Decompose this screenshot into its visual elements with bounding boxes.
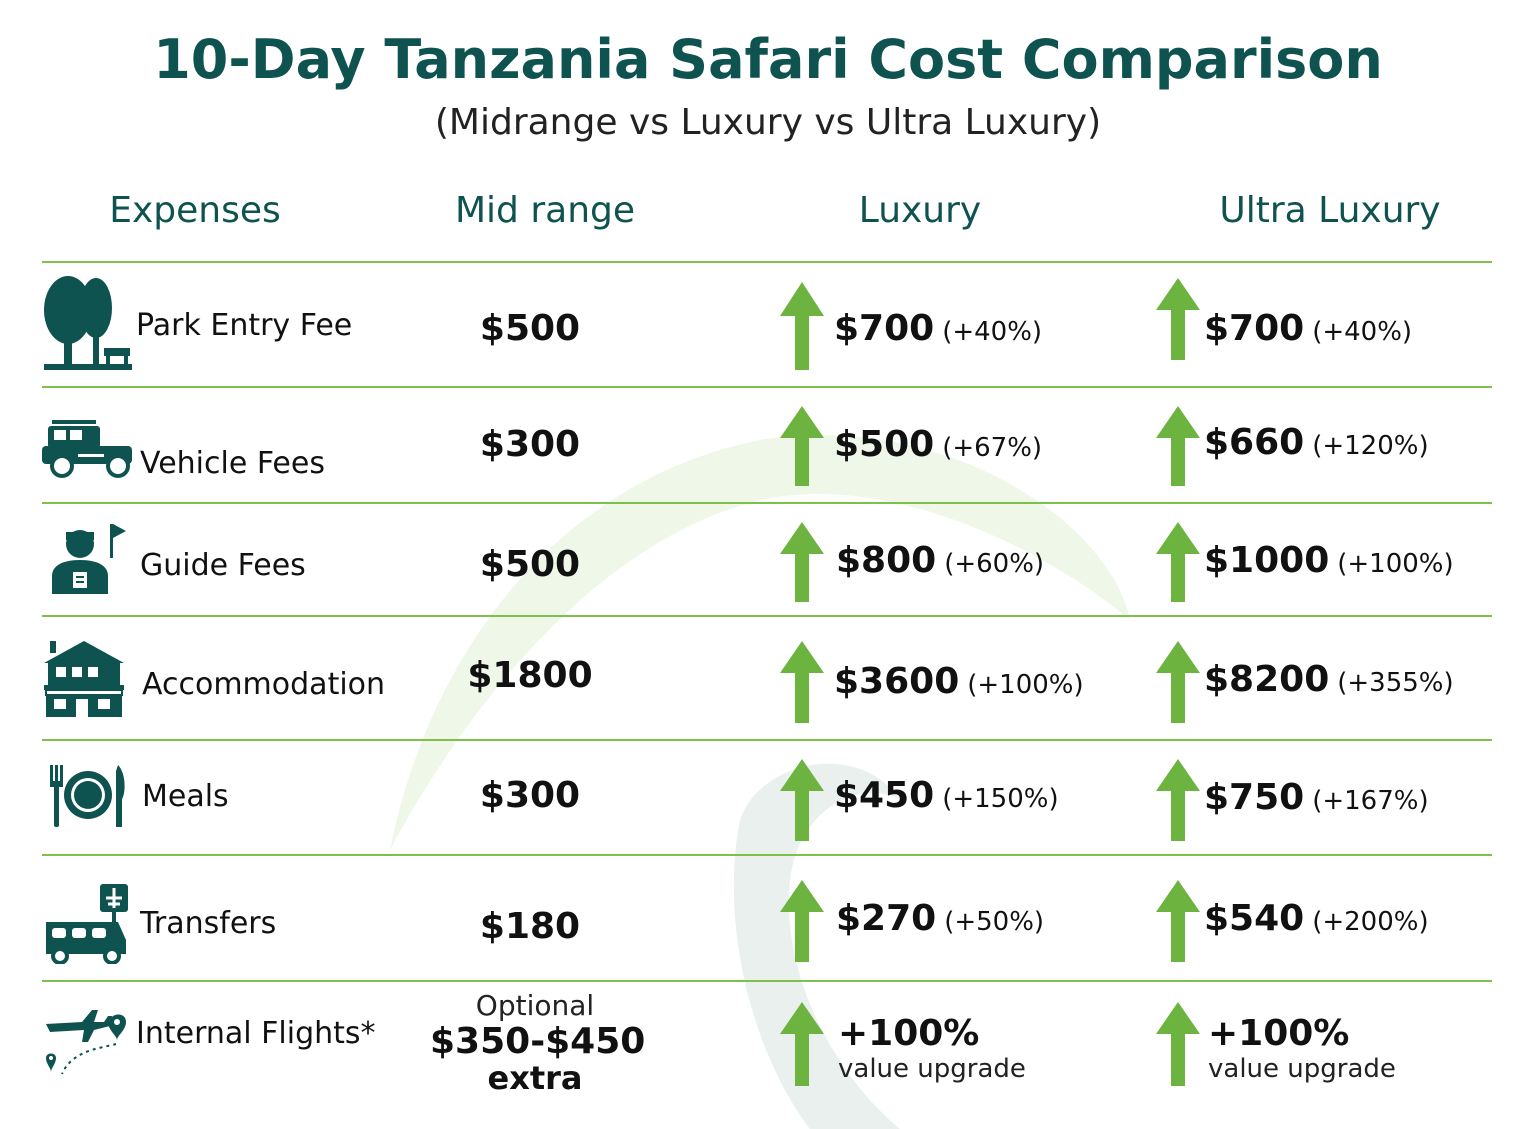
luxury-value: $270 (+50%) (836, 898, 1045, 939)
up-arrow-icon (1156, 522, 1200, 602)
optional-label: Optional (475, 989, 595, 1022)
luxury-value: $500 (+67%) (834, 424, 1043, 465)
plate-cutlery-icon (50, 765, 125, 827)
table-row: Accommodation $1800 $3600 (+100%) $8200 (+… (42, 617, 1492, 739)
ultra-luxury-value: $660 (+120%) (1204, 422, 1429, 463)
table-row: Transfers $180 $270 (+50%) $540 (+200%) (42, 856, 1492, 980)
safari-vehicle-icon (42, 420, 132, 478)
mid-range-value: $300 (479, 775, 581, 816)
divider (42, 980, 1492, 982)
up-arrow-icon (780, 880, 824, 962)
column-header-luxury: Luxury (858, 190, 982, 231)
bus-airport-icon (46, 884, 128, 964)
ultra-luxury-flight-upgrade: +100% value upgrade (1208, 1013, 1396, 1085)
mid-range-value: $1800 (467, 655, 593, 696)
up-arrow-icon (780, 406, 824, 486)
ultra-luxury-value: $1000 (+100%) (1204, 540, 1454, 581)
guide-icon (52, 524, 126, 594)
up-arrow-icon (1156, 406, 1200, 486)
up-arrow-icon (780, 641, 824, 723)
extra-label: extra (487, 1059, 583, 1097)
up-arrow-icon (780, 282, 824, 370)
divider (42, 502, 1492, 504)
plane-route-icon (46, 1010, 126, 1075)
divider (42, 854, 1492, 856)
expense-label: Meals (142, 779, 229, 814)
flights-price-range: $350-$450 (430, 1021, 646, 1062)
luxury-value: $800 (+60%) (836, 540, 1045, 581)
mid-range-value: $180 (479, 906, 581, 947)
table-row: Guide Fees $500 $800 (+60%) $1000 (+100%) (42, 504, 1492, 615)
up-arrow-icon (1156, 1002, 1200, 1086)
ultra-luxury-value: $8200 (+355%) (1204, 659, 1454, 700)
expense-label: Vehicle Fees (140, 446, 325, 481)
divider (42, 261, 1492, 263)
page-subtitle: (Midrange vs Luxury vs Ultra Luxury) (434, 102, 1102, 143)
column-header-mid-range: Mid range (454, 190, 636, 231)
expense-label: Park Entry Fee (136, 308, 353, 343)
mid-range-value: $500 (479, 544, 581, 585)
divider (42, 739, 1492, 741)
flights-mid-range: Optional $350-$450 extra (430, 989, 646, 1097)
mid-range-value: $300 (479, 424, 581, 465)
expense-label: Accommodation (142, 667, 386, 702)
up-arrow-icon (780, 759, 824, 841)
table-row: Park Entry Fee $500 $700 (+40%) $700 (+40%… (42, 262, 1492, 386)
up-arrow-icon (780, 1002, 824, 1086)
ultra-luxury-value: $540 (+200%) (1204, 898, 1429, 939)
house-icon (44, 641, 124, 717)
trees-icon (44, 276, 132, 370)
table-row: Meals $300 $450 (+150%) $750 (+167%) (42, 741, 1492, 854)
up-arrow-icon (1156, 759, 1200, 841)
up-arrow-icon (1156, 278, 1200, 360)
up-arrow-icon (1156, 641, 1200, 723)
luxury-value: $450 (+150%) (834, 775, 1059, 816)
mid-range-value: $500 (479, 308, 581, 349)
luxury-value: $700 (+40%) (834, 308, 1043, 349)
table-row: Vehicle Fees $300 $500 (+67%) $660 (+120%) (42, 388, 1492, 502)
table-row: Internal Flights* Optional $350-$450 ext… (42, 982, 1492, 1129)
ultra-luxury-value: $700 (+40%) (1204, 308, 1413, 349)
up-arrow-icon (1156, 880, 1200, 962)
luxury-value: $3600 (+100%) (834, 661, 1084, 702)
column-header-ultra-luxury: Ultra Luxury (1219, 190, 1441, 231)
expense-label: Internal Flights* (136, 1016, 376, 1051)
up-arrow-icon (780, 522, 824, 602)
column-header-expenses: Expenses (109, 190, 281, 231)
ultra-luxury-value: $750 (+167%) (1204, 777, 1429, 818)
page-title: 10-Day Tanzania Safari Cost Comparison (153, 28, 1383, 91)
divider (42, 615, 1492, 617)
luxury-flight-upgrade: +100% value upgrade (838, 1013, 1026, 1085)
expense-label: Transfers (140, 906, 277, 941)
divider (42, 386, 1492, 388)
expense-label: Guide Fees (140, 548, 306, 583)
